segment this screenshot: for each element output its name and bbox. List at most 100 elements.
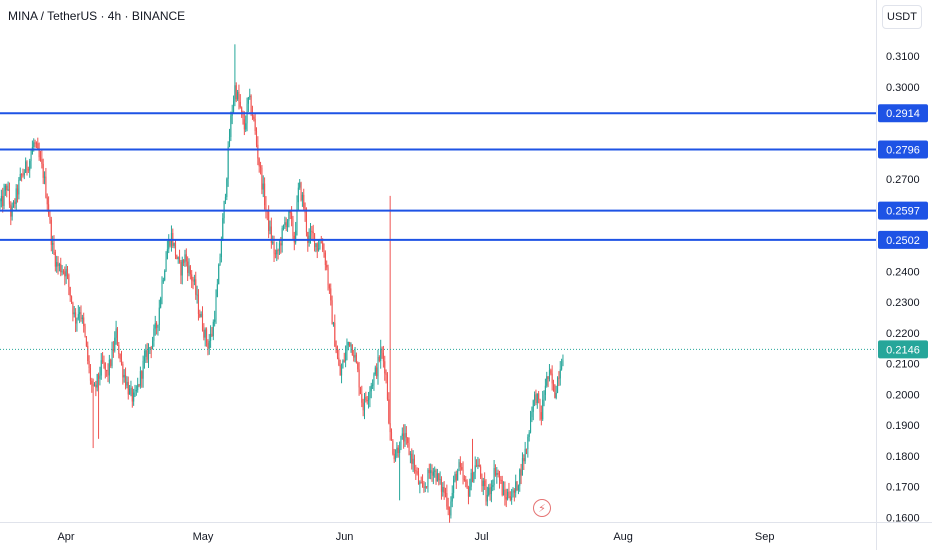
candle-body bbox=[345, 352, 347, 362]
candle-body bbox=[31, 146, 33, 155]
candle bbox=[295, 221, 297, 245]
candle-body bbox=[185, 254, 187, 262]
candle-body bbox=[88, 360, 90, 369]
candle bbox=[53, 235, 55, 255]
candle-body bbox=[490, 486, 492, 495]
candle-body bbox=[48, 204, 50, 215]
candle-body bbox=[544, 385, 546, 395]
candle-body bbox=[204, 329, 206, 338]
candle bbox=[504, 481, 506, 506]
candle bbox=[435, 468, 437, 485]
candle bbox=[400, 435, 402, 451]
lightning-bolt-icon[interactable]: ⚡ bbox=[533, 499, 551, 517]
candle-body bbox=[385, 373, 387, 375]
candle-body bbox=[388, 399, 390, 424]
candle-body bbox=[482, 480, 484, 487]
candle bbox=[515, 474, 517, 498]
candle-body bbox=[341, 368, 343, 376]
candle bbox=[110, 358, 112, 368]
candle bbox=[146, 342, 148, 363]
candle-body bbox=[548, 370, 550, 380]
currency-button[interactable]: USDT bbox=[882, 5, 922, 29]
candle-body bbox=[60, 264, 62, 273]
candle-body bbox=[87, 345, 89, 361]
candle bbox=[374, 365, 376, 376]
candle bbox=[111, 341, 113, 369]
candle bbox=[41, 150, 43, 169]
candle-body bbox=[311, 230, 313, 232]
candle-body bbox=[68, 274, 70, 287]
candle-body bbox=[540, 412, 542, 420]
candle-body bbox=[517, 485, 519, 491]
candle-body bbox=[559, 369, 561, 379]
candle-body bbox=[447, 506, 449, 510]
candle-body bbox=[95, 384, 97, 388]
candle-body bbox=[268, 211, 270, 231]
candle bbox=[416, 467, 418, 476]
candle bbox=[243, 111, 245, 136]
candle-body bbox=[156, 323, 158, 328]
candle bbox=[276, 241, 278, 262]
candle-body bbox=[396, 447, 398, 457]
candle-body bbox=[328, 285, 330, 289]
candle-body bbox=[368, 398, 370, 401]
candle-body bbox=[326, 264, 328, 268]
candle-body bbox=[134, 391, 136, 393]
candle bbox=[358, 362, 360, 396]
candle-body bbox=[76, 318, 78, 324]
candle bbox=[115, 320, 117, 345]
candle-body bbox=[423, 486, 425, 488]
candle-body bbox=[403, 433, 405, 442]
candle-body bbox=[486, 494, 488, 502]
candle bbox=[156, 321, 158, 335]
candle-body bbox=[169, 240, 171, 246]
candle-body bbox=[525, 448, 528, 450]
candle bbox=[525, 448, 528, 455]
candle bbox=[469, 478, 471, 497]
candle-body bbox=[455, 473, 457, 481]
candle-body bbox=[108, 359, 110, 376]
candle bbox=[458, 459, 460, 472]
candle bbox=[450, 496, 452, 519]
candle-body bbox=[424, 486, 426, 488]
candle-body bbox=[64, 271, 66, 277]
candle bbox=[561, 358, 563, 371]
candle-body bbox=[85, 336, 87, 346]
candle-body bbox=[285, 222, 287, 228]
candle-body bbox=[122, 363, 124, 378]
candle-body bbox=[543, 394, 545, 400]
candle-body bbox=[139, 371, 141, 386]
candle bbox=[292, 215, 294, 240]
candle-body bbox=[29, 160, 31, 171]
candle bbox=[422, 474, 424, 488]
candle bbox=[467, 485, 469, 505]
candle-body bbox=[127, 381, 129, 395]
candle-body bbox=[427, 469, 429, 487]
candle-body bbox=[401, 433, 403, 436]
candle-body bbox=[93, 384, 96, 387]
candle-body bbox=[201, 313, 204, 331]
candle-body bbox=[312, 231, 314, 234]
candle-body bbox=[550, 370, 552, 374]
candle-body bbox=[547, 376, 549, 380]
candle-body bbox=[319, 242, 321, 249]
candle bbox=[552, 379, 555, 392]
candle bbox=[377, 349, 379, 385]
candle-body bbox=[98, 374, 100, 379]
candle-body bbox=[254, 118, 256, 131]
candle bbox=[206, 327, 208, 347]
candle-body bbox=[353, 355, 355, 358]
candle bbox=[183, 259, 185, 267]
candle bbox=[157, 324, 159, 336]
candle-body bbox=[245, 123, 247, 130]
candle bbox=[38, 142, 40, 161]
candle-body bbox=[399, 449, 401, 453]
candle bbox=[274, 249, 276, 259]
candle-body bbox=[309, 230, 312, 236]
candle-body bbox=[519, 469, 521, 486]
candle-body bbox=[478, 464, 480, 467]
candle-body bbox=[426, 486, 428, 488]
candle-body bbox=[147, 347, 150, 360]
candle-body bbox=[261, 167, 263, 190]
